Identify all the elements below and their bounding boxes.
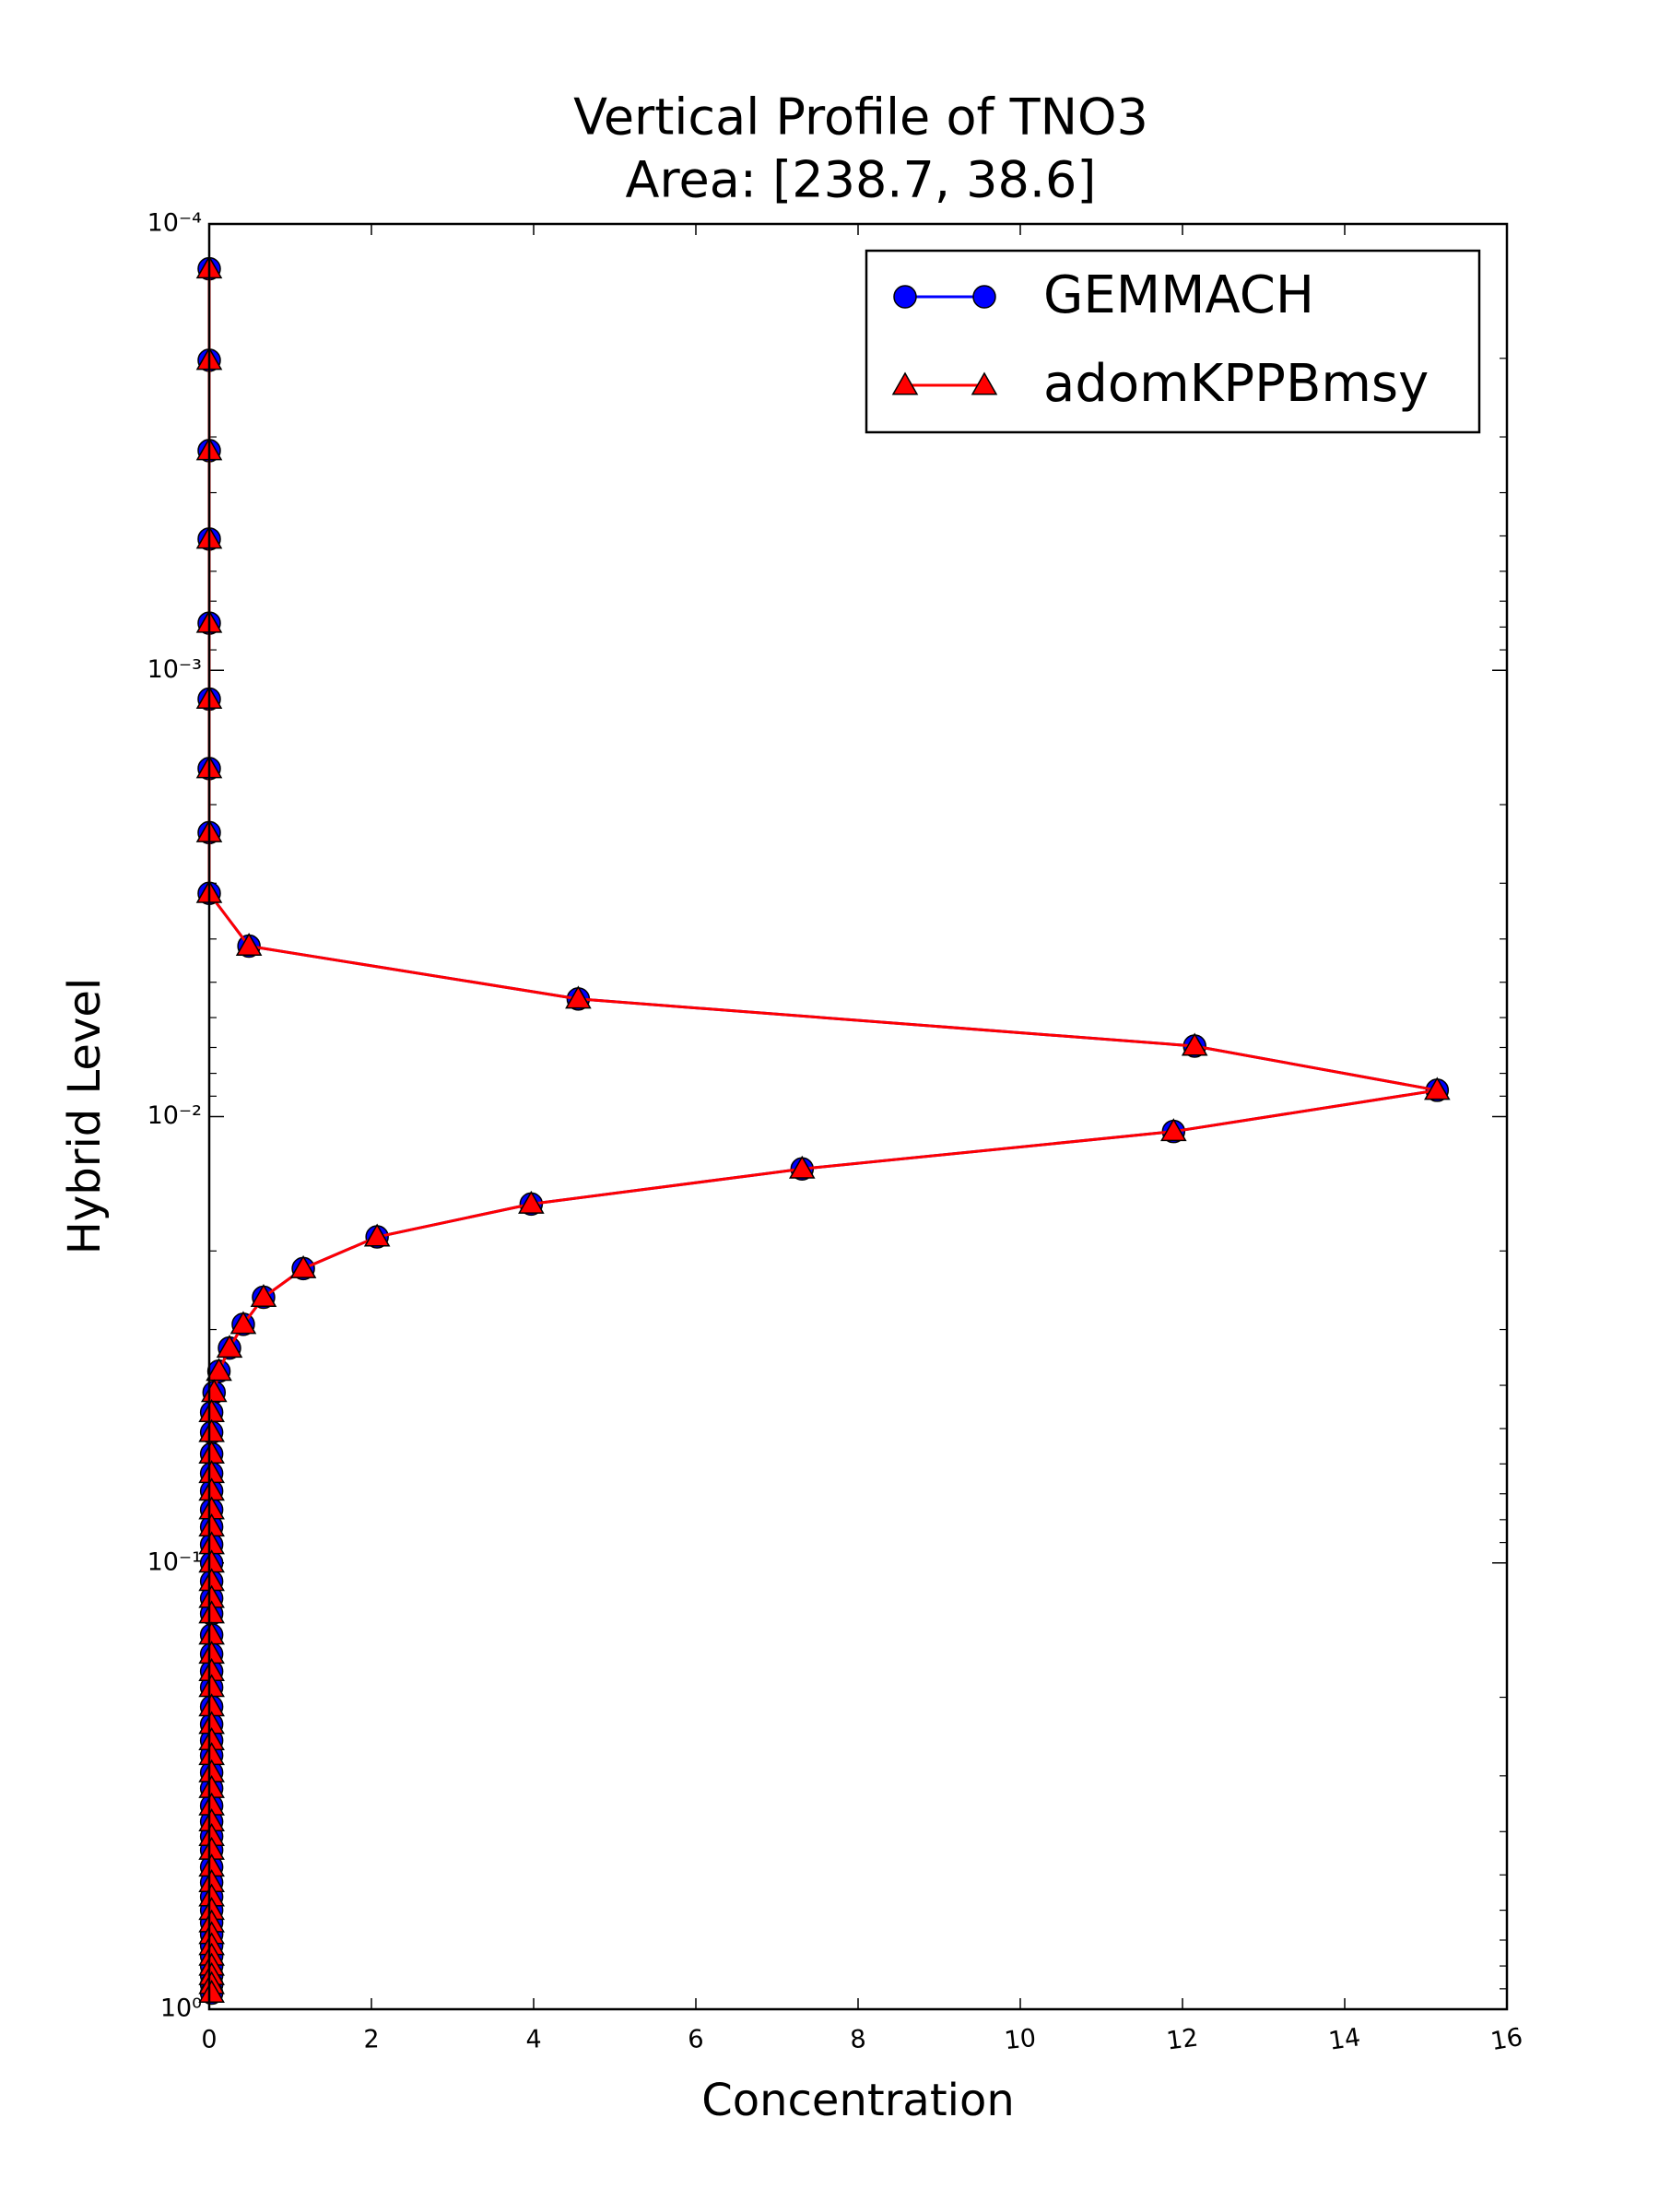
y-tick-label: 10⁻⁴: [147, 209, 202, 238]
data-point: [229, 1311, 257, 1335]
data-point: [565, 985, 592, 1009]
data-point: [1424, 1077, 1451, 1100]
x-tick-label: 6: [687, 2025, 704, 2054]
legend-marker: [972, 285, 996, 309]
y-axis-label: Hybrid Level: [59, 978, 111, 1254]
data-point: [198, 1979, 225, 2003]
legend-box: [865, 249, 1481, 434]
legend-marker: [971, 371, 998, 395]
y-tick-label: 10⁰: [160, 1994, 202, 2023]
data-point: [216, 1335, 243, 1359]
chart-subtitle: Area: [238.7, 38.6]: [626, 151, 1097, 209]
data-point: [1181, 1032, 1208, 1056]
legend-label: GEMMACH: [1043, 265, 1314, 325]
data-point: [788, 1155, 816, 1179]
y-tick-label: 10⁻²: [147, 1101, 202, 1130]
legend-label: adomKPPBmsy: [1043, 354, 1429, 414]
x-tick-label: 0: [201, 2026, 217, 2054]
x-tick-label: 2: [363, 2025, 380, 2053]
data-point: [363, 1223, 391, 1247]
y-tick-label: 10⁻¹: [147, 1547, 202, 1576]
data-point: [518, 1190, 545, 1214]
plot-frame: [207, 222, 1509, 2011]
x-axis-label: Concentration: [701, 2075, 1015, 2126]
legend-marker: [893, 285, 917, 309]
chart-title: Vertical Profile of TNO3: [573, 88, 1148, 147]
data-point: [250, 1284, 277, 1308]
x-tick-label: 16: [1488, 2023, 1524, 2056]
data-point: [235, 933, 263, 957]
x-tick-label: 12: [1165, 2023, 1200, 2055]
y-tick-label: 10⁻³: [147, 655, 202, 684]
legend: GEMMACH adomKPPBmsy: [865, 249, 1481, 434]
x-tick-label: 4: [525, 2025, 542, 2054]
legend-marker: [891, 371, 919, 395]
x-tick-label: 8: [849, 2025, 867, 2054]
x-tick-label: 10: [1003, 2024, 1037, 2055]
data-point: [1160, 1118, 1187, 1142]
data-point: [206, 1358, 232, 1382]
data-point: [289, 1254, 317, 1278]
x-tick-label: 14: [1327, 2023, 1363, 2056]
